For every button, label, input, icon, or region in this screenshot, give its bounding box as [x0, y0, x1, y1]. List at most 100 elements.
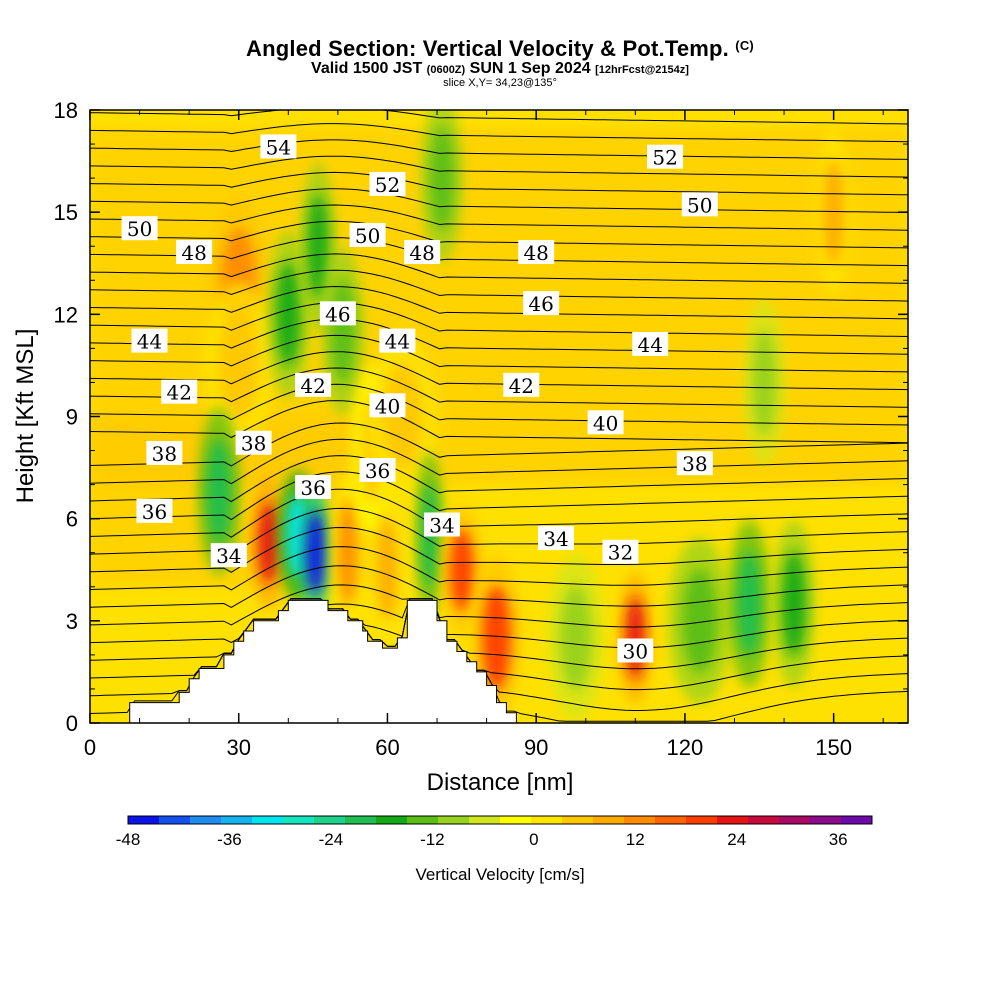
isentrope-line [90, 253, 908, 284]
x-tick-label: 60 [375, 735, 399, 760]
x-tick-label: 150 [815, 735, 852, 760]
colorbar-swatch [593, 816, 625, 824]
y-tick-label: 12 [54, 302, 78, 327]
contour-label-text: 54 [266, 135, 291, 159]
colorbar-swatch [841, 816, 873, 824]
colorbar-swatch [128, 816, 160, 824]
contour-label-44: 44 [131, 328, 168, 354]
contour-label-38: 38 [146, 440, 183, 466]
contour-label-34: 34 [538, 526, 575, 551]
contour-label-36: 36 [136, 498, 173, 524]
velocity-cell [307, 193, 329, 299]
contour-label-text: 52 [375, 173, 400, 197]
velocity-cell [752, 329, 777, 435]
contour-label-text: 40 [375, 394, 400, 418]
contour-label-38: 38 [676, 451, 713, 476]
contour-label-text: 34 [216, 544, 241, 568]
y-tick-label: 9 [66, 405, 78, 430]
colorbar-swatch [345, 816, 377, 824]
contour-label-text: 36 [365, 459, 390, 483]
contour-label-text: 38 [152, 442, 177, 466]
colorbar-tick-label: 36 [829, 830, 848, 849]
colorbar-swatch [748, 816, 780, 824]
contour-label-text: 40 [593, 411, 618, 435]
y-tick-label: 0 [66, 711, 78, 736]
contour-label-bg [176, 240, 213, 265]
colorbar-swatch [624, 816, 656, 824]
chart-subtitle: Valid 1500 JST (0600Z) SUN 1 Sep 2024 [1… [0, 60, 1000, 78]
velocity-cell [449, 528, 474, 611]
isentrope-line [90, 584, 908, 628]
contour-label-44: 44 [379, 328, 416, 354]
colorbar-swatch [779, 816, 811, 824]
contour-label-bg [538, 526, 575, 551]
contour-label-42: 42 [295, 372, 332, 398]
isentrope-line [90, 367, 908, 408]
colorbar-tick-label: -48 [116, 830, 141, 849]
contour-label-bg [146, 440, 183, 465]
contour-label-text: 36 [300, 476, 325, 500]
velocity-cell [338, 500, 358, 606]
contour-label-text: 42 [167, 381, 192, 405]
isentrope-line [90, 546, 908, 591]
isentrope-line [90, 123, 908, 143]
x-axis-title: Distance [nm] [427, 769, 574, 796]
colorbar-swatch [252, 816, 284, 824]
contour-label-text: 42 [509, 374, 534, 398]
colorbar-swatch [159, 816, 191, 824]
contour-label-40: 40 [587, 410, 624, 435]
contour-label-44: 44 [632, 331, 669, 357]
contour-label-bg [647, 144, 684, 169]
colorbar-swatch [376, 816, 408, 824]
contour-label-text: 50 [355, 224, 380, 248]
velocity-cell [206, 438, 231, 544]
y-tick-label: 15 [54, 200, 78, 225]
isentrope-line [90, 383, 908, 426]
isentrope-line [90, 400, 908, 444]
colorbar-title: Vertical Velocity [cm/s] [415, 865, 584, 884]
contour-label-text: 44 [637, 333, 662, 357]
contour-label-bg [369, 171, 406, 196]
valid-date: SUN 1 Sep 2024 [469, 60, 591, 77]
isentrope-line [90, 237, 908, 267]
isentrope-line [90, 285, 908, 320]
y-tick-label: 3 [66, 609, 78, 634]
velocity-cell [559, 585, 592, 691]
colorbar-tick-label: 24 [727, 830, 746, 849]
isentrope-line [90, 204, 908, 231]
contour-label-46: 46 [523, 291, 560, 316]
isentrope-line [90, 422, 908, 467]
contour-label-text: 52 [652, 146, 677, 170]
colorbar-swatch [531, 816, 563, 824]
contour-label-bg [369, 393, 406, 418]
velocity-cell [306, 511, 326, 594]
contour-label-48: 48 [176, 240, 213, 265]
isentrope-line [90, 188, 908, 213]
contour-label-bg [131, 328, 168, 353]
contour-label-50: 50 [121, 216, 158, 241]
contour-label-bg [676, 451, 713, 476]
velocity-cell [782, 551, 806, 657]
y-tick-label: 6 [66, 507, 78, 532]
contour-label-52: 52 [647, 144, 684, 170]
contour-label-bg [295, 475, 332, 500]
contour-label-bg [523, 291, 560, 316]
contour-label-bg [681, 192, 718, 217]
contour-label-text: 34 [543, 527, 568, 551]
contour-label-bg [260, 134, 297, 159]
x-tick-label: 0 [84, 735, 96, 760]
velocity-cell [430, 125, 454, 231]
contour-label-bg [161, 379, 198, 404]
contour-label-48: 48 [518, 240, 555, 265]
isentrope-line [90, 351, 908, 391]
isentrope-line [90, 438, 908, 485]
contour-label-bg [602, 539, 639, 564]
contour-label-bg [379, 328, 416, 353]
isentrope-line [90, 471, 908, 521]
isentrope-line [90, 598, 908, 649]
contour-label-bg [295, 372, 332, 397]
isentrope-line [90, 269, 908, 302]
contour-label-text: 46 [325, 302, 350, 326]
zulu-time: (0600Z) [426, 64, 466, 76]
